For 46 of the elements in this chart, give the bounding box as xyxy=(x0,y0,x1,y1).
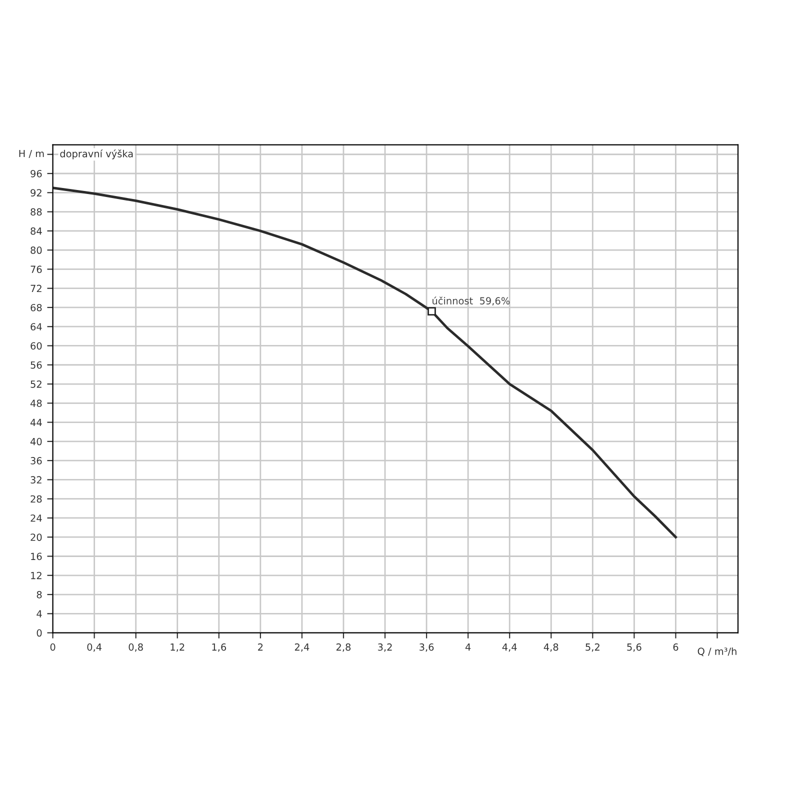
x-tick-label: 4 xyxy=(465,644,471,651)
y-tick-label: 76 xyxy=(30,266,42,274)
x-tick-label: 6 xyxy=(673,643,678,651)
x-tick-label: 2,4 xyxy=(294,643,310,652)
y-tick-label: 80 xyxy=(30,246,42,254)
y-tick-label: 88 xyxy=(30,208,42,216)
y-tick-label: 56 xyxy=(30,361,42,369)
x-tick-label: 1,2 xyxy=(170,643,184,652)
y-tick-label: 68 xyxy=(30,304,42,312)
x-tick-label: 1,6 xyxy=(212,643,226,652)
line-series xyxy=(52,186,677,538)
y-tick-label: 20 xyxy=(30,534,42,541)
y-tick-label: 40 xyxy=(30,438,42,446)
y-tick-label: 96 xyxy=(30,170,42,178)
y-tick-label: 16 xyxy=(31,552,42,560)
y-tick-label: 84 xyxy=(30,227,42,235)
x-tick-label: 0 xyxy=(50,643,56,651)
y-tick-label: 24 xyxy=(30,514,42,522)
y-axis-title: H / m xyxy=(19,150,44,158)
x-tick-label: 2 xyxy=(258,643,263,651)
y-tick-label: 60 xyxy=(30,342,42,350)
y-tick-label: 72 xyxy=(30,284,42,292)
x-tick-label: 4,4 xyxy=(502,644,517,652)
y-tick-label: 44 xyxy=(30,418,42,426)
x-tick-label: 3,6 xyxy=(420,643,434,652)
y-tick-label: 4 xyxy=(36,610,42,618)
annotation: účinnost 59,6% xyxy=(432,296,510,306)
y-tick-label: 92 xyxy=(30,189,42,196)
x-tick-label: 0,8 xyxy=(128,643,143,652)
y-tick-label: 36 xyxy=(30,457,42,464)
x-tick-label: 5,2 xyxy=(586,643,600,652)
y-tick-label: 0 xyxy=(36,629,42,637)
y-tick-label: 48 xyxy=(30,400,42,407)
y-tick-label: 8 xyxy=(36,591,42,598)
y-tick-label: 28 xyxy=(30,495,42,503)
x-tick-label: 3,2 xyxy=(378,643,392,652)
x-tick-label: 5,6 xyxy=(627,643,642,652)
y-tick-label: 52 xyxy=(30,380,42,388)
x-axis-title: Q / m³/h xyxy=(698,647,736,656)
x-tick-label: 2,8 xyxy=(336,643,351,652)
x-tick-label: 4,8 xyxy=(544,643,558,652)
x-tick-label: 0,4 xyxy=(87,643,102,652)
y-tick-label: 12 xyxy=(31,572,42,580)
y-tick-label: 64 xyxy=(30,323,42,330)
y-tick-label: 32 xyxy=(30,476,42,484)
annotation: dopravní výška xyxy=(60,149,133,160)
